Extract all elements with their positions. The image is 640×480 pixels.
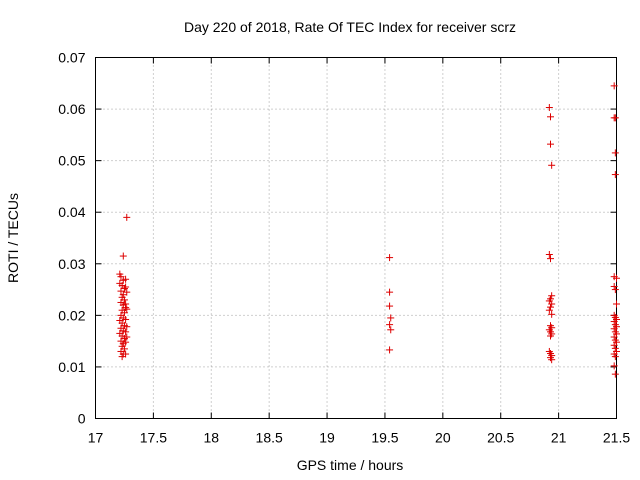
- data-point-marker: [386, 302, 394, 310]
- y-tick-label: 0.05: [58, 153, 85, 169]
- data-point-marker: [547, 332, 555, 340]
- data-point-marker: [122, 275, 130, 283]
- data-point-marker: [122, 338, 130, 346]
- data-point-marker: [547, 140, 555, 148]
- y-tick-label: 0.03: [58, 256, 85, 272]
- plot-frame: [95, 57, 617, 419]
- data-points: [116, 82, 620, 378]
- x-tick-label: 18: [203, 430, 219, 446]
- data-point-marker: [123, 333, 131, 341]
- data-point-marker: [613, 274, 620, 282]
- grid: [95, 57, 617, 419]
- data-point-marker: [386, 321, 394, 329]
- x-axis-label: GPS time / hours: [297, 457, 404, 473]
- data-point-marker: [610, 82, 618, 90]
- data-point-marker: [545, 306, 553, 314]
- y-axis-label: ROTI / TECUs: [5, 193, 21, 283]
- data-point-marker: [611, 353, 619, 361]
- data-point-marker: [610, 341, 618, 349]
- data-point-marker: [123, 305, 131, 313]
- data-point-marker: [122, 283, 130, 291]
- x-tick-label: 17: [88, 430, 104, 446]
- data-point-marker: [610, 333, 618, 341]
- data-point-marker: [611, 286, 619, 294]
- data-point-marker: [122, 315, 130, 323]
- data-point-marker: [545, 251, 553, 259]
- data-point-marker: [122, 300, 130, 308]
- data-point-marker: [122, 350, 130, 358]
- x-tick-label: 20.5: [487, 430, 514, 446]
- data-point-marker: [613, 300, 620, 308]
- data-point-marker: [610, 362, 618, 370]
- data-point-marker: [548, 300, 556, 308]
- data-point-marker: [123, 213, 131, 221]
- x-tick-label: 17.5: [140, 430, 167, 446]
- data-point-marker: [123, 323, 131, 331]
- data-point-marker: [611, 114, 619, 122]
- y-tick-label: 0: [78, 411, 86, 427]
- data-point-marker: [548, 356, 556, 364]
- data-point-marker: [117, 273, 125, 281]
- x-tick-label: 20: [435, 430, 451, 446]
- axis-ticks: 17 17.5 18 18.5 19 19.5 20 20.5 21 21.5 0 0.01 0.02 0…: [58, 50, 630, 446]
- data-point-marker: [611, 344, 619, 352]
- data-point-marker: [387, 314, 395, 322]
- x-tick-label: 21: [551, 430, 567, 446]
- data-point-marker: [610, 325, 618, 333]
- data-point-marker: [610, 318, 618, 326]
- data-point-marker: [547, 255, 555, 263]
- data-point-marker: [611, 370, 619, 378]
- data-point-marker: [386, 346, 394, 354]
- y-tick-label: 0.02: [58, 307, 85, 323]
- data-point-marker: [386, 254, 394, 262]
- data-point-marker: [547, 113, 555, 121]
- y-tick-label: 0.01: [58, 359, 85, 375]
- data-point-marker: [122, 328, 130, 336]
- y-tick-label: 0.04: [58, 204, 85, 220]
- data-point-marker: [610, 282, 618, 290]
- data-point-marker: [545, 104, 553, 112]
- chart-title: Day 220 of 2018, Rate Of TEC Index for r…: [184, 19, 516, 35]
- x-tick-label: 19.5: [371, 430, 398, 446]
- x-tick-label: 18.5: [256, 430, 283, 446]
- data-point-marker: [547, 303, 555, 311]
- y-tick-label: 0.06: [58, 101, 85, 117]
- data-point-marker: [119, 252, 127, 260]
- x-tick-label: 21.5: [603, 430, 630, 446]
- data-point-marker: [387, 326, 395, 334]
- data-point-marker: [611, 171, 619, 179]
- data-point-marker: [548, 310, 556, 318]
- data-point-marker: [548, 292, 556, 300]
- x-tick-label: 19: [319, 430, 335, 446]
- data-point-marker: [386, 288, 394, 296]
- data-point-marker: [548, 161, 556, 169]
- data-point-marker: [611, 149, 619, 157]
- data-point-marker: [117, 287, 125, 295]
- data-point-marker: [123, 288, 131, 296]
- y-tick-label: 0.07: [58, 50, 85, 66]
